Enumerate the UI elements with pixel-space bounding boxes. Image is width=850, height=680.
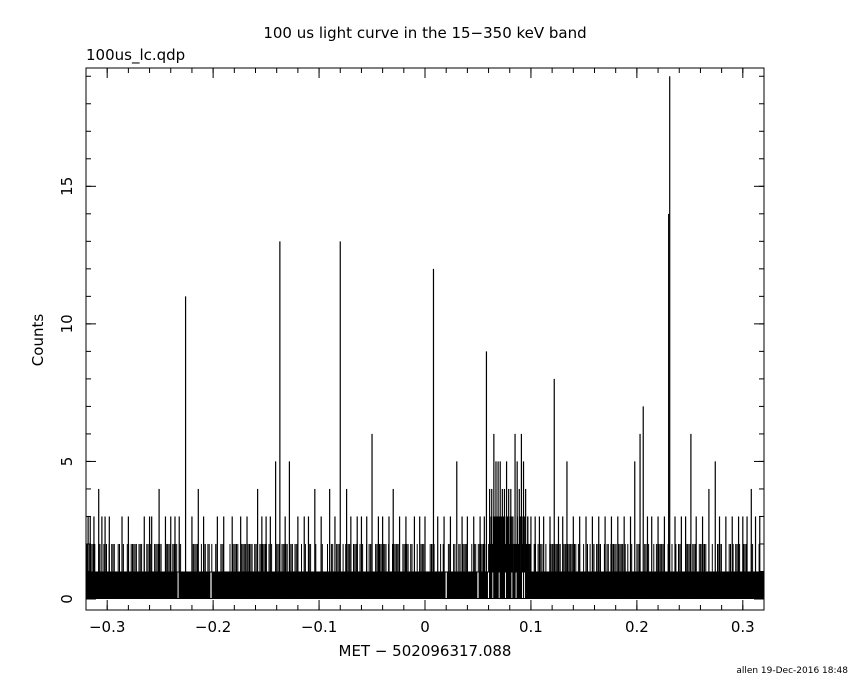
data-layer [86,76,764,599]
x-tick-label: −0.1 [301,618,337,636]
chart-subtitle: 100us_lc.qdp [86,46,185,65]
y-tick-label: 0 [58,594,76,604]
y-tick-label: 10 [58,314,76,333]
chart-title: 100 us light curve in the 15−350 keV ban… [263,24,586,42]
x-tick-label: −0.2 [195,618,231,636]
x-tick-label: 0.1 [519,618,543,636]
x-tick-label: 0.3 [731,618,755,636]
x-axis-label: MET − 502096317.088 [339,642,512,660]
x-tick-label: −0.3 [89,618,125,636]
x-tick-label: 0 [420,618,430,636]
x-tick-label: 0.2 [625,618,649,636]
y-tick-label: 15 [58,177,76,196]
footer-stamp: allen 19-Dec-2016 18:48 [736,666,848,676]
y-axis-label: Counts [29,314,47,367]
axes-layer: −0.3 −0.2 −0.1 0 0.1 0.2 0.3 0 5 10 15 [58,67,765,636]
y-tick-label: 5 [58,457,76,467]
